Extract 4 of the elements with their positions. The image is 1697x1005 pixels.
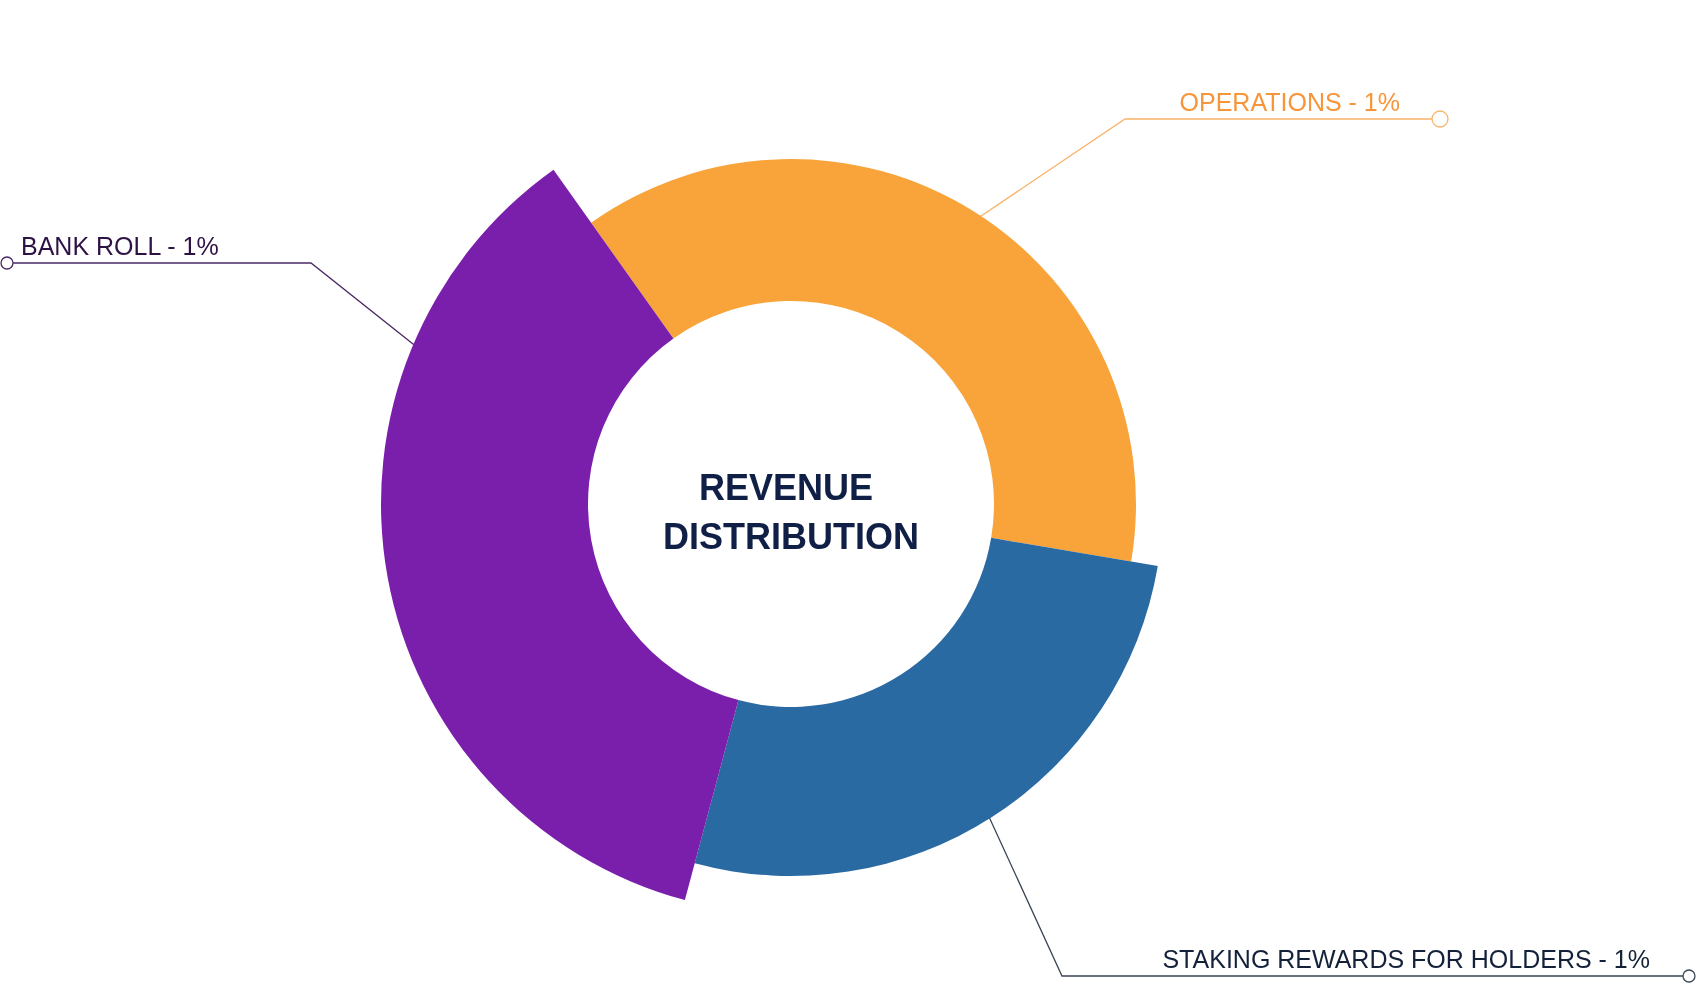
slice-label: BANK ROLL - 1% (21, 232, 219, 260)
text: REVENUE DISTRIBUTION (663, 467, 919, 557)
slice-label: STAKING REWARDS FOR HOLDERS - 1% (1162, 945, 1650, 973)
slice-label: OPERATIONS - 1% (1179, 88, 1400, 116)
